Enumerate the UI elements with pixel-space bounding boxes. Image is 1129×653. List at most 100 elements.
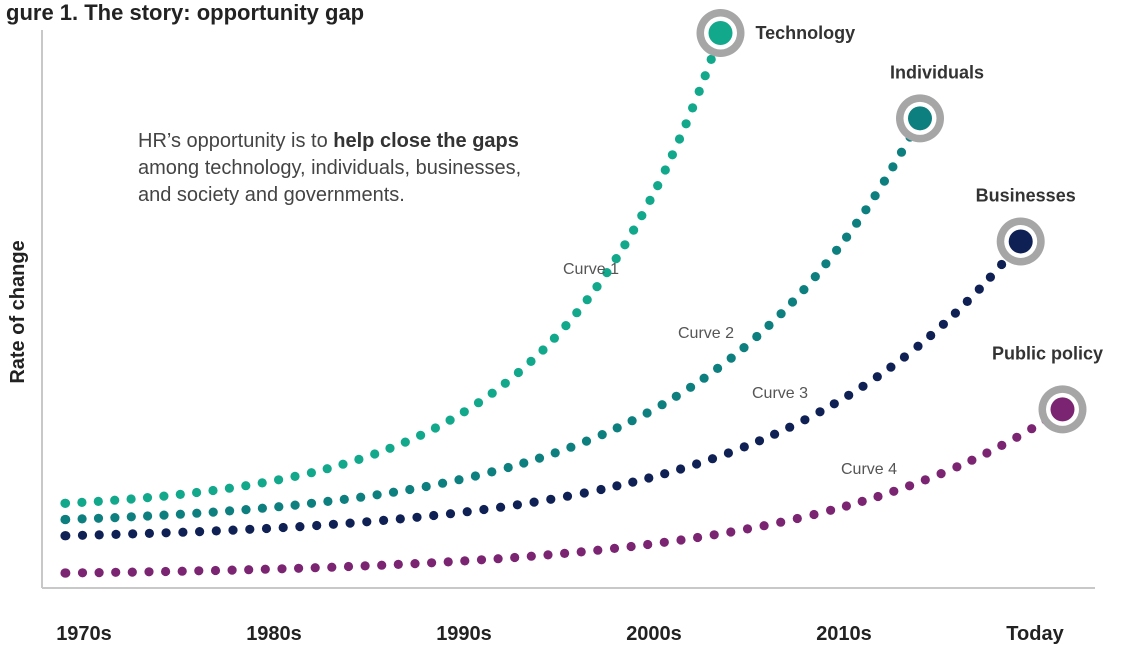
curve-dot: [709, 530, 719, 540]
curve-dot: [161, 528, 171, 538]
curve-dot: [208, 485, 218, 496]
curve-dot: [274, 475, 284, 485]
curve-dot: [306, 498, 317, 508]
curve-dot: [657, 400, 667, 410]
curve-dot: [77, 497, 87, 507]
curve-dot: [159, 510, 169, 520]
curve-dot: [852, 218, 862, 228]
curve-dot: [290, 471, 300, 481]
curve-dot: [534, 453, 545, 463]
curve-dot: [829, 399, 839, 409]
curve-dot: [842, 232, 852, 242]
curve-dot: [260, 564, 270, 574]
curve-dot: [142, 493, 153, 503]
marker-dot: [1008, 229, 1033, 254]
curve-dot: [227, 565, 237, 575]
marker-dot: [708, 21, 733, 45]
curve-dot: [879, 176, 890, 186]
curve-dot: [562, 491, 573, 501]
curve-dot: [161, 566, 171, 577]
curve-dot: [726, 353, 736, 363]
curve-dot: [579, 488, 589, 498]
curve-dot: [629, 225, 639, 235]
curve-dot: [460, 556, 470, 566]
curve-dot: [294, 563, 304, 573]
curve-dot: [274, 502, 284, 512]
curve-label: Curve 2: [678, 325, 734, 342]
curve-dot: [810, 272, 820, 282]
curve-dot: [393, 559, 403, 570]
curve-dot: [899, 352, 910, 362]
curve-series: [60, 54, 716, 508]
curve-dot: [707, 454, 718, 464]
curve-dot: [612, 481, 622, 491]
series-end-label: Technology: [756, 23, 856, 43]
curve-dot: [700, 71, 710, 81]
curve-dot: [776, 309, 786, 319]
curve-dot: [609, 543, 620, 554]
curve-dot: [356, 492, 366, 502]
curve-dot: [210, 565, 221, 576]
curve-dot: [224, 483, 234, 493]
curve-dot: [328, 519, 338, 529]
curve-dot: [110, 495, 120, 505]
annotation-text: HR’s opportunity is to help close the ga…: [138, 128, 548, 209]
curve-dot: [257, 478, 267, 488]
curve-dot: [742, 524, 753, 534]
end-markers: [696, 9, 1087, 434]
curve-dot: [323, 496, 333, 506]
curve-dot: [785, 422, 795, 432]
curve-dot: [821, 259, 831, 269]
curve-dot: [581, 436, 592, 446]
curve-dot: [503, 462, 513, 473]
curve-dot: [549, 333, 560, 343]
curve-dot: [421, 481, 431, 492]
curve-dot: [126, 494, 136, 504]
curve-dot: [111, 529, 121, 540]
curve-dot: [653, 181, 663, 191]
curve-dot: [410, 559, 420, 569]
curve-dot: [261, 523, 272, 534]
curve-dot: [857, 496, 867, 506]
curve-dot: [60, 531, 70, 541]
curve-dot: [752, 331, 762, 342]
curve-dot: [597, 430, 607, 440]
curve-dot: [982, 448, 992, 458]
annotation-suffix: among technology, individuals, businesse…: [138, 157, 522, 206]
curve-dot: [93, 496, 103, 506]
curve-dot: [815, 407, 825, 417]
curve-dot: [127, 567, 137, 577]
curve-dot: [306, 468, 316, 478]
curve-dot: [177, 566, 187, 576]
curve-dot: [60, 498, 70, 508]
curve-dot: [592, 282, 602, 292]
curve-dot: [967, 455, 977, 465]
curve-dot: [479, 504, 489, 515]
curve-dot: [920, 475, 930, 485]
curve-dot: [487, 467, 497, 477]
curve-dot: [841, 501, 852, 511]
curve-dot: [513, 367, 524, 378]
curve-dot: [241, 505, 251, 515]
curve-dot: [787, 297, 798, 307]
curve-dot: [427, 558, 437, 568]
curve-dot: [94, 530, 104, 540]
curve-dot: [861, 205, 871, 215]
curve-dot: [519, 458, 529, 468]
curve-dot: [443, 557, 453, 567]
curve-dot: [529, 497, 539, 507]
curve-dot: [228, 525, 238, 535]
curve-dot: [645, 195, 655, 205]
curve-dot: [60, 514, 70, 525]
curve-dot: [913, 341, 923, 351]
curve-dot: [77, 568, 88, 578]
curve-dot: [676, 535, 686, 545]
curve-dot: [560, 548, 570, 559]
curve-dot: [602, 268, 612, 278]
curve-dot: [596, 484, 606, 495]
curve-dot: [1027, 424, 1037, 434]
x-tick-label: 1970s: [56, 623, 112, 645]
curve-dot: [872, 372, 882, 382]
curve-dot: [211, 526, 221, 536]
